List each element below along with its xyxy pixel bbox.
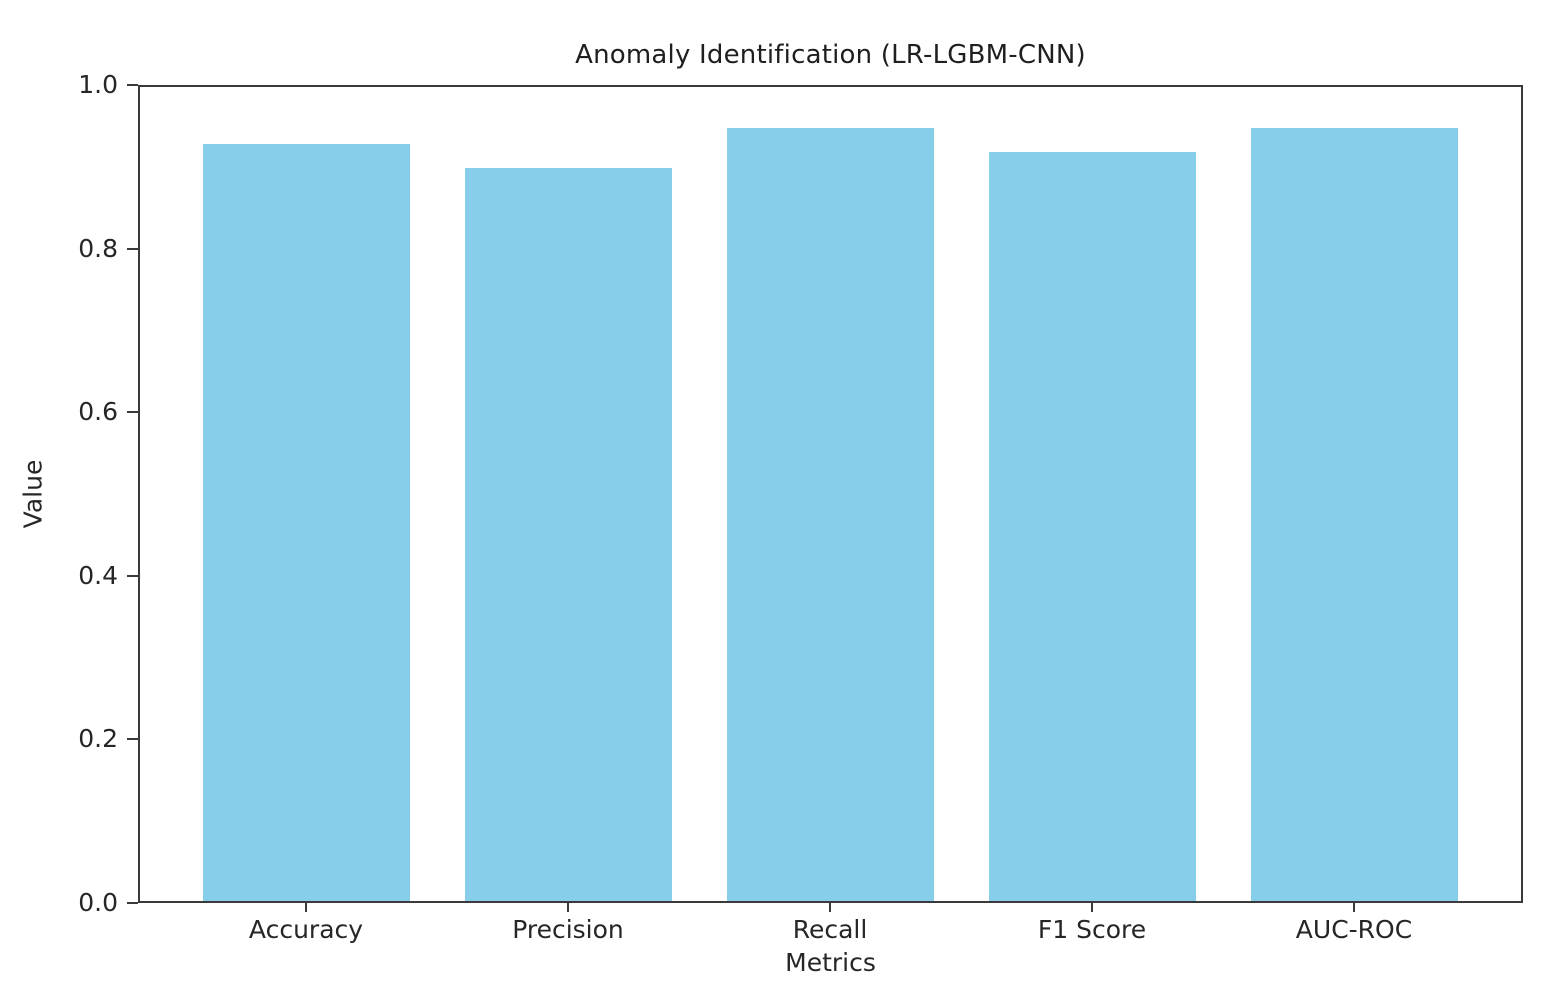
bar-f1-score <box>988 152 1196 901</box>
x-tick-mark-recall <box>829 903 831 912</box>
y-tick-label-0.2: 0.2 <box>78 724 118 753</box>
y-tick-mark-0.2 <box>127 738 138 740</box>
y-tick-mark-0.0 <box>127 902 138 904</box>
y-tick-mark-0.6 <box>127 411 138 413</box>
y-tick-label-0.0: 0.0 <box>78 888 118 917</box>
x-tick-label-accuracy: Accuracy <box>248 915 364 944</box>
y-tick-mark-0.8 <box>127 248 138 250</box>
bar-accuracy <box>202 144 410 901</box>
x-tick-label-precision: Precision <box>512 915 624 944</box>
bar-auc-roc <box>1250 128 1458 901</box>
y-tick-mark-1.0 <box>127 84 138 86</box>
x-axis-label: Metrics <box>785 948 876 977</box>
y-tick-label-0.6: 0.6 <box>78 397 118 426</box>
bar-precision <box>464 168 672 901</box>
x-tick-label-auc-roc: AUC-ROC <box>1295 915 1413 944</box>
y-tick-mark-0.4 <box>127 575 138 577</box>
x-tick-mark-precision <box>567 903 569 912</box>
bar-recall <box>726 128 934 901</box>
x-tick-mark-auc-roc <box>1353 903 1355 912</box>
y-tick-label-0.8: 0.8 <box>78 234 118 263</box>
x-tick-label-recall: Recall <box>792 915 868 944</box>
x-tick-mark-accuracy <box>305 903 307 912</box>
x-tick-mark-f1-score <box>1091 903 1093 912</box>
y-axis-label: Value <box>18 459 48 529</box>
x-tick-label-f1-score: F1 Score <box>1037 915 1147 944</box>
y-tick-label-1.0: 1.0 <box>78 70 118 99</box>
plot-area <box>138 85 1523 903</box>
chart-title: Anomaly Identification (LR-LGBM-CNN) <box>575 40 1086 70</box>
y-tick-label-0.4: 0.4 <box>78 561 118 590</box>
